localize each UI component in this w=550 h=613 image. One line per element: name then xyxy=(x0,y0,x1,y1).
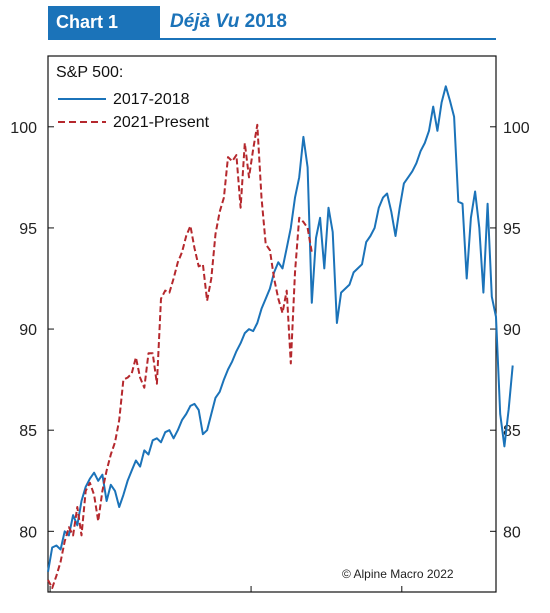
y-tick-label-left: 100 xyxy=(10,120,37,137)
copyright-note: © Alpine Macro 2022 xyxy=(342,567,454,581)
y-tick-label-left: 95 xyxy=(19,221,37,238)
plot-frame xyxy=(47,55,497,593)
header-rule xyxy=(48,38,496,40)
y-tick-label-left: 80 xyxy=(19,524,37,541)
y-tick-label-right: 100 xyxy=(503,120,530,137)
y-tick-label-right: 95 xyxy=(503,221,521,238)
y-tick-label-left: 85 xyxy=(19,423,37,440)
legend: S&P 500: 2017-2018 2021-Present xyxy=(56,64,210,131)
series-line-2017-2018 xyxy=(47,85,514,572)
chart-title-year: 2018 xyxy=(239,11,287,32)
y-tick-label-left: 90 xyxy=(19,322,37,339)
chart-header: Chart 1 Déjà Vu 2018 xyxy=(48,6,508,38)
chart-number-badge: Chart 1 xyxy=(48,6,160,38)
legend-label-2017-2018: 2017-2018 xyxy=(113,91,190,108)
chart-title: Déjà Vu 2018 xyxy=(170,6,287,38)
y-tick-label-right: 90 xyxy=(503,322,521,339)
series-line-2021-present xyxy=(47,123,313,589)
y-tick-label-right: 80 xyxy=(503,524,521,541)
chart-title-italic: Déjà Vu xyxy=(170,11,240,32)
legend-label-2021-present: 2021-Present xyxy=(113,114,210,131)
legend-title: S&P 500: xyxy=(56,64,123,81)
